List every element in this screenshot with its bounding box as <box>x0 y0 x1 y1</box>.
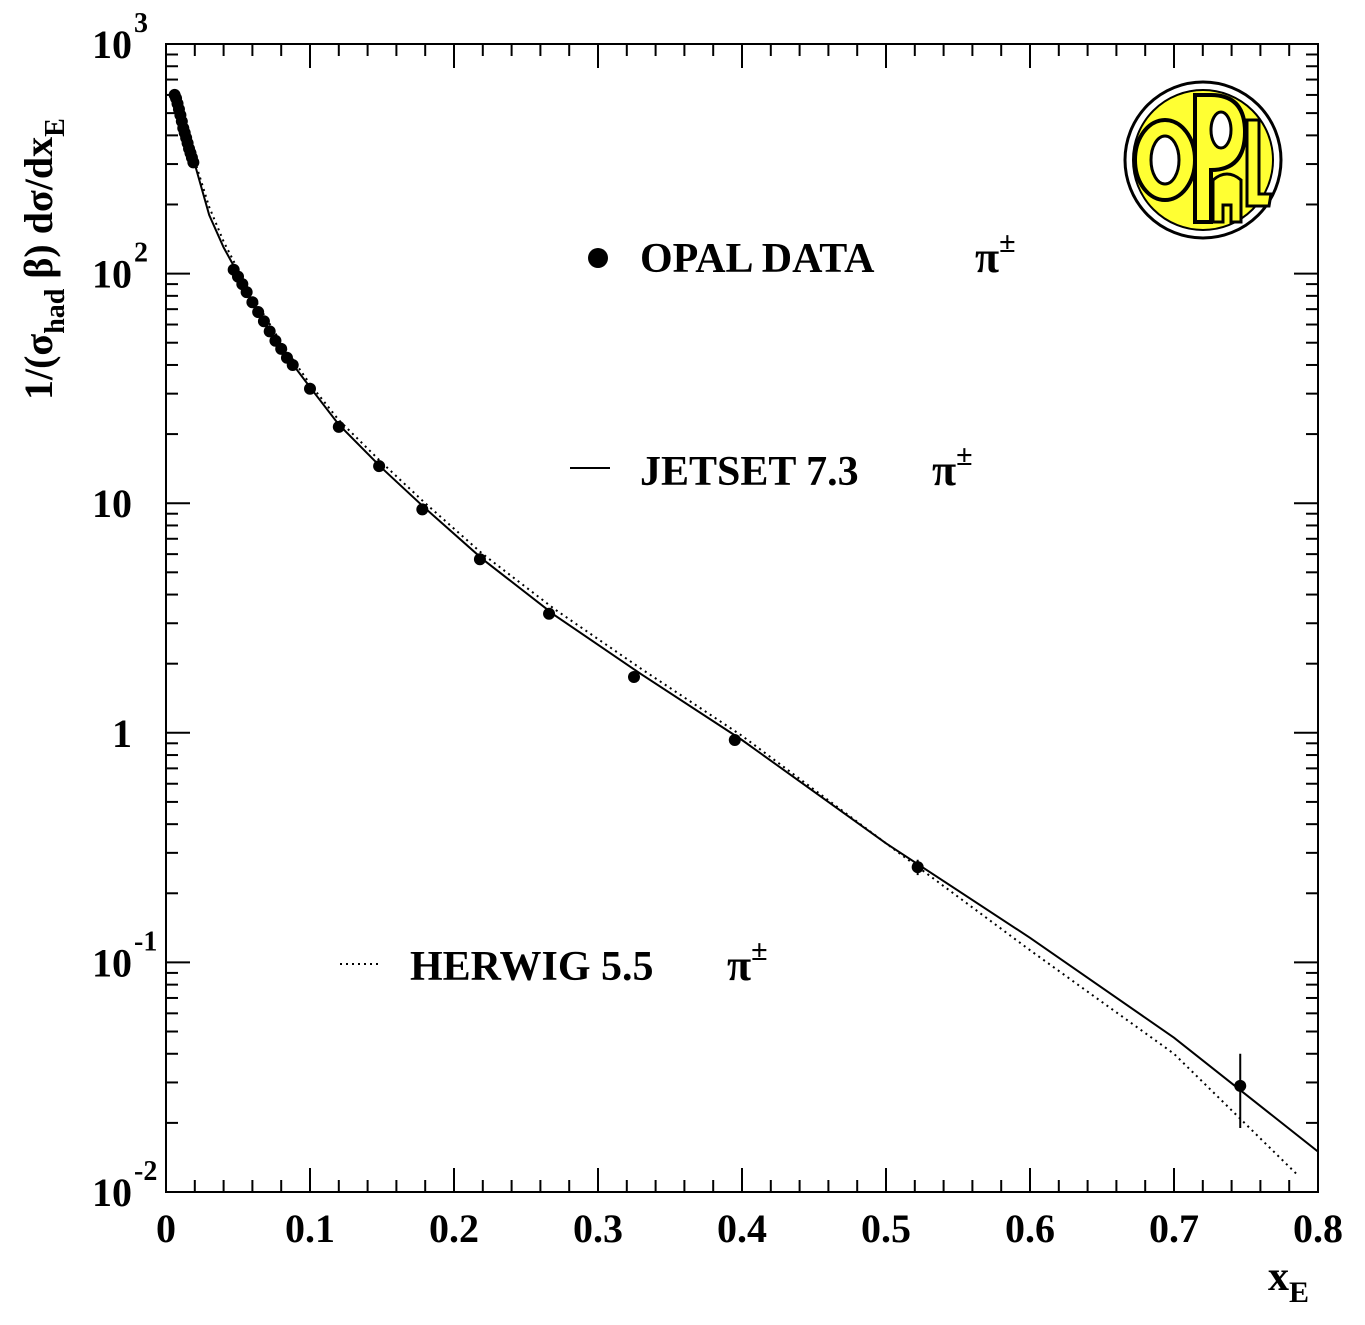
y-tick-label: 10 <box>92 1170 132 1215</box>
x-tick-label: 0.1 <box>285 1206 335 1251</box>
data-point <box>628 670 640 683</box>
y-tick-label: 1 <box>112 711 132 756</box>
opal-logo-p <box>1193 93 1248 224</box>
y-tick-label: 10 <box>92 481 132 526</box>
y-tick-label-exponent: -1 <box>134 926 157 957</box>
data-point <box>252 306 265 319</box>
legend-label-herwig: HERWIG 5.5 <box>410 944 654 990</box>
x-tick-label: 0.2 <box>429 1206 479 1251</box>
y-tick-label: 10 <box>92 940 132 985</box>
data-point <box>473 553 486 566</box>
opal-logo-a <box>1211 172 1243 224</box>
data-points <box>168 88 1247 1128</box>
legend-symbol-opal: π <box>975 233 999 282</box>
data-point <box>728 734 741 747</box>
series-line-2 <box>172 91 1298 1175</box>
data-point <box>257 315 270 328</box>
legend-symbol-herwig: π <box>727 941 751 990</box>
data-point <box>416 503 429 516</box>
legend-label-opal-data: OPAL DATA <box>640 236 875 282</box>
data-point <box>187 156 200 169</box>
data-point <box>240 286 253 299</box>
svg-text:π±: π± <box>727 934 768 990</box>
opal-logo <box>1123 80 1283 240</box>
y-tick-label-exponent: -2 <box>134 1156 157 1187</box>
opal-logo-o-inner <box>1149 134 1181 186</box>
y-tick-label-exponent: 2 <box>134 238 148 269</box>
axis-ticks <box>165 44 1319 1193</box>
legend-entry-opal-data: OPAL DATA π± <box>588 226 1016 282</box>
opal-logo-l <box>1245 118 1273 208</box>
svg-text:HERWIG 5.5: HERWIG 5.5 <box>410 944 654 990</box>
x-tick-label: 0.3 <box>573 1206 623 1251</box>
legend-marker-data <box>588 248 608 268</box>
x-axis-label: xE <box>1268 1254 1309 1309</box>
x-tick-label: 0.5 <box>861 1206 911 1251</box>
x-tick-label: 0.8 <box>1293 1206 1343 1251</box>
svg-text:JETSET 7.3: JETSET 7.3 <box>640 449 859 495</box>
svg-text:OPAL DATA: OPAL DATA <box>640 236 875 282</box>
y-tick-label-exponent: 3 <box>134 8 148 39</box>
data-point <box>543 607 556 620</box>
data-point <box>246 296 259 309</box>
data-point <box>263 325 276 338</box>
series-line-1 <box>172 91 1319 1153</box>
model-curves <box>172 91 1319 1175</box>
x-tick-label: 0 <box>156 1206 176 1251</box>
y-tick-label: 10 <box>92 22 132 67</box>
data-point <box>1234 1079 1247 1092</box>
legend-label-jetset: JETSET 7.3 <box>640 449 859 495</box>
data-point <box>304 382 316 395</box>
opal-logo-p-inner <box>1209 110 1233 150</box>
svg-text:π±: π± <box>975 226 1016 282</box>
legend-symbol-jetset: π <box>932 446 956 495</box>
data-point <box>373 460 386 473</box>
x-tick-label: 0.4 <box>717 1206 767 1251</box>
x-tick-label: 0.7 <box>1149 1206 1199 1251</box>
legend-entry-jetset: JETSET 7.3 π± <box>570 439 973 495</box>
y-tick-label: 10 <box>92 252 132 297</box>
data-point <box>332 420 345 433</box>
data-point <box>275 342 288 355</box>
data-point <box>911 861 924 874</box>
plot-frame <box>165 43 1319 1193</box>
legend-entry-herwig: HERWIG 5.5 π± <box>340 934 768 990</box>
y-axis-label: 1/(σhad β) dσ/dxE <box>16 118 71 400</box>
data-point <box>286 358 299 371</box>
x-tick-label: 0.6 <box>1005 1206 1055 1251</box>
x-tick-labels: 0 0.1 0.2 0.3 0.4 0.5 0.6 0.7 0.8 <box>156 1206 1343 1251</box>
svg-text:π±: π± <box>932 439 973 495</box>
